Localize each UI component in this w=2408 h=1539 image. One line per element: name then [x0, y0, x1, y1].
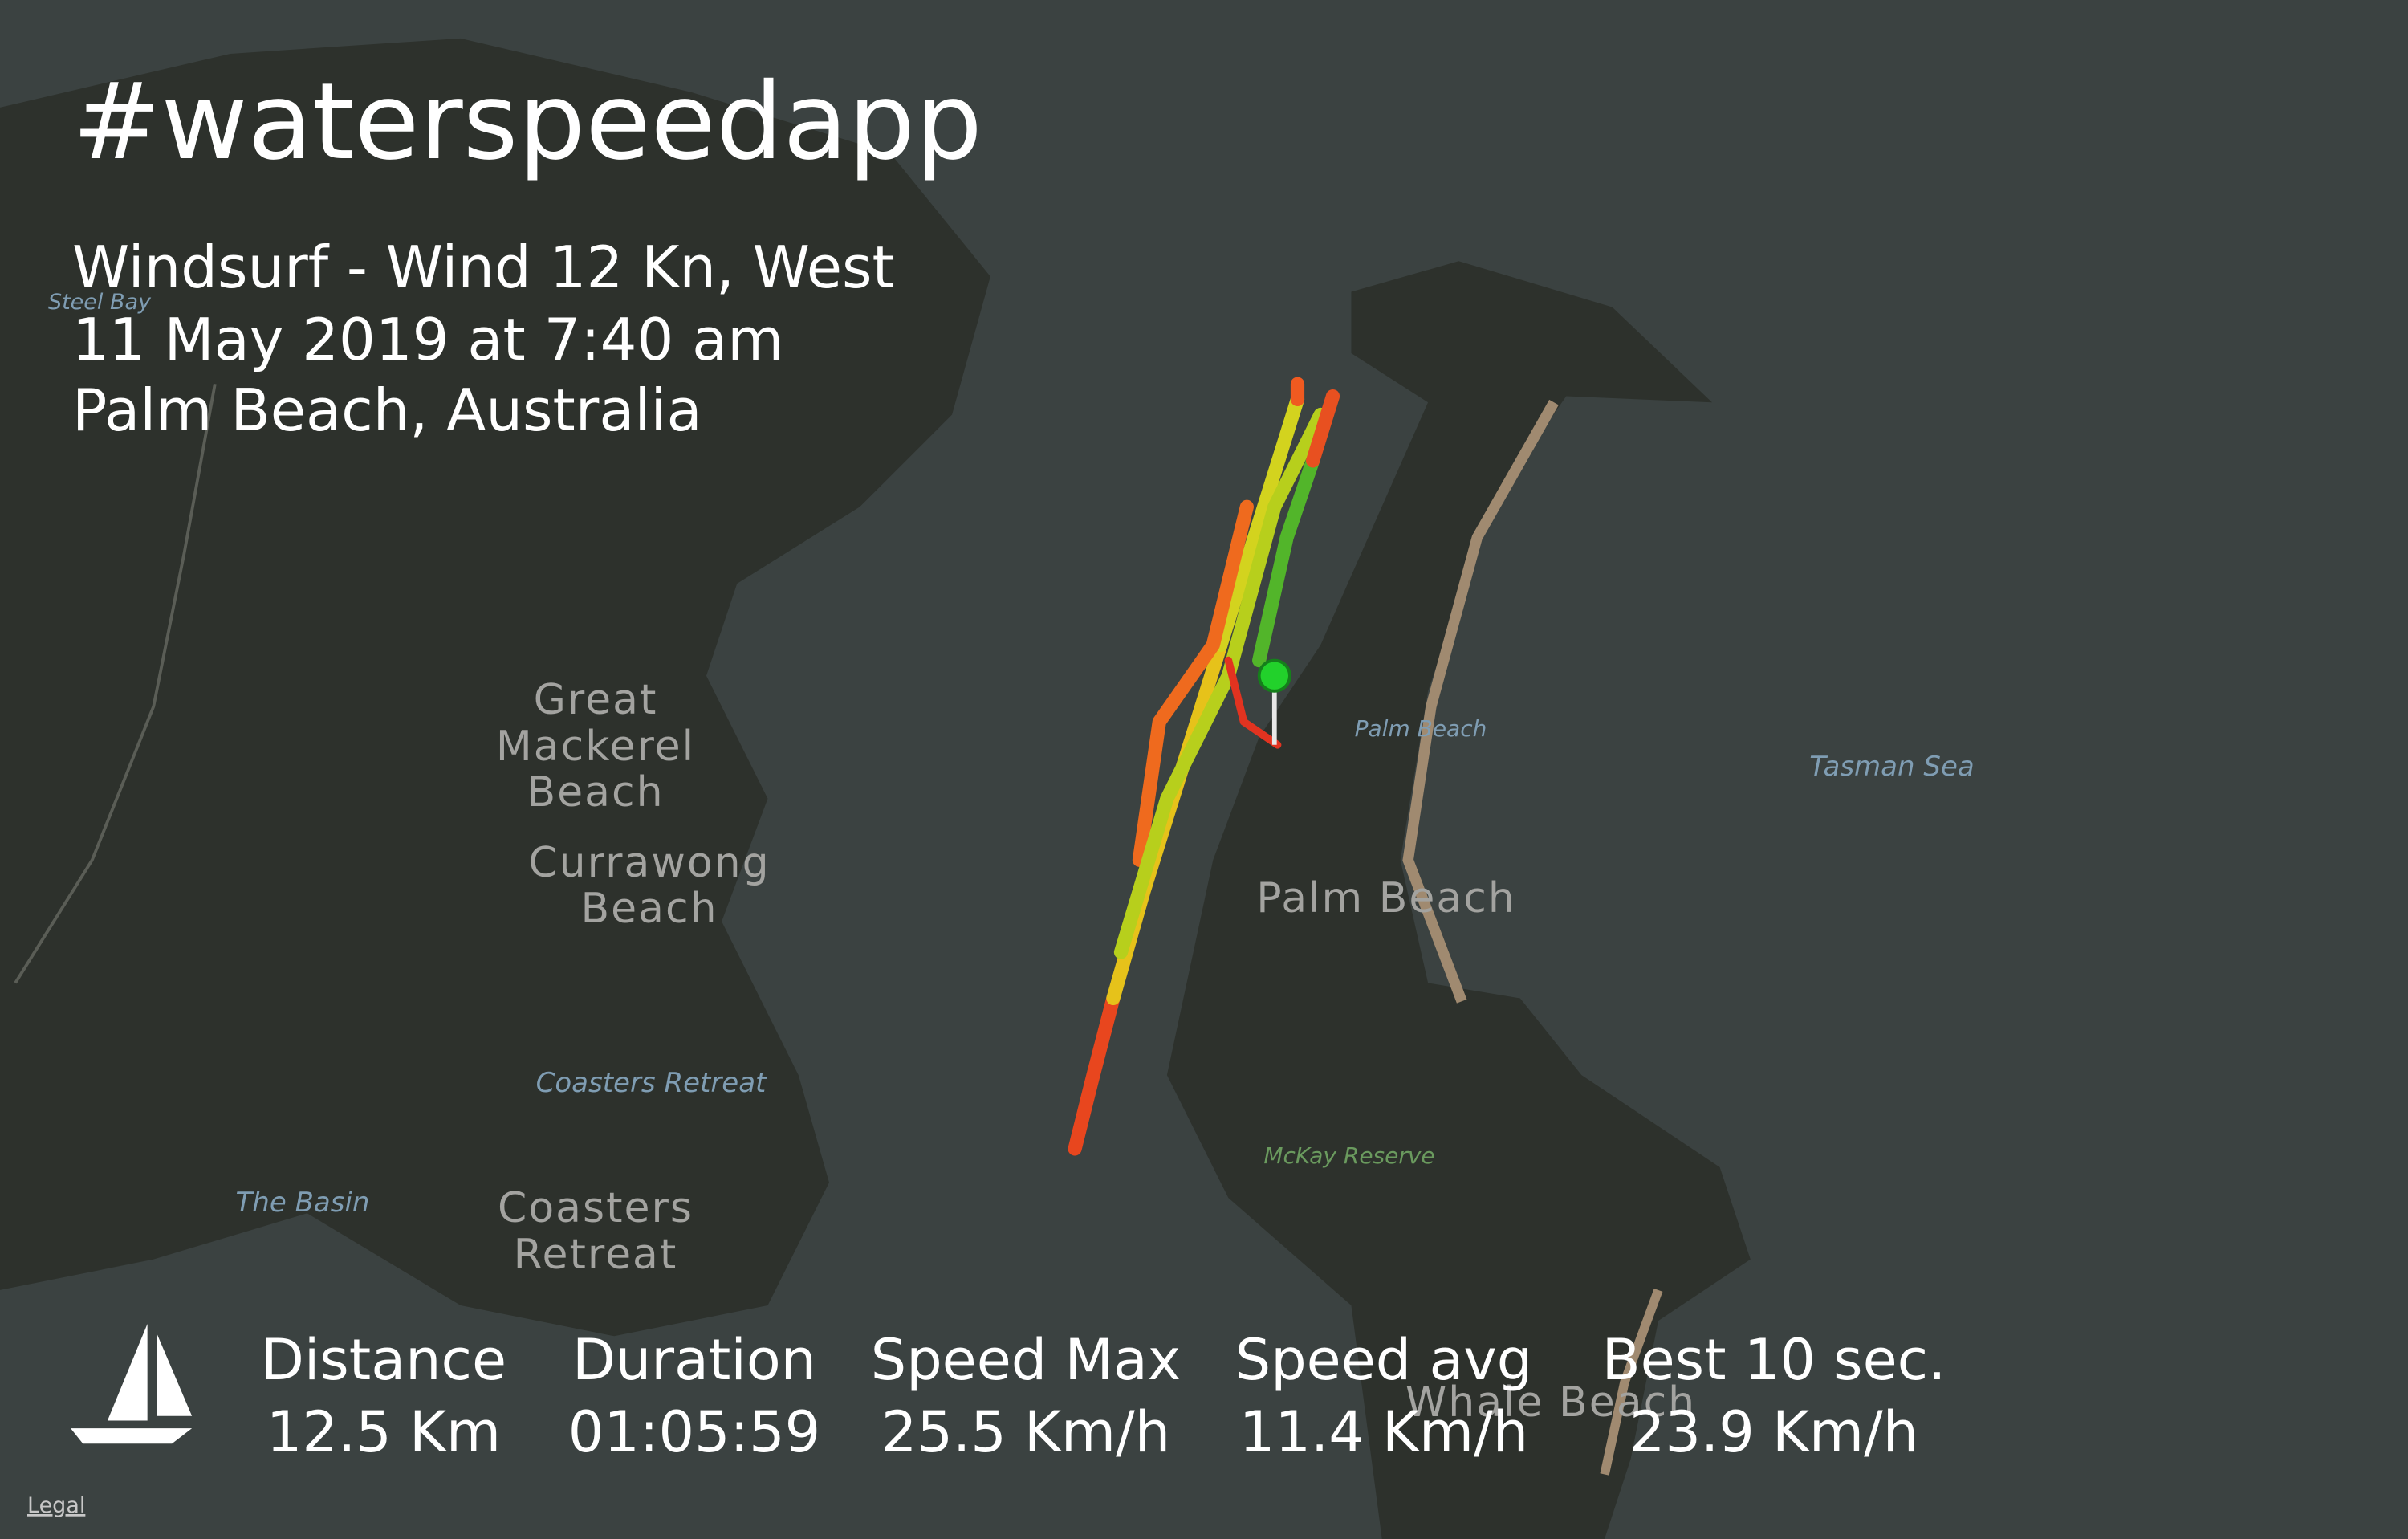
beach-sand [1600, 1288, 1663, 1476]
stat-value: 01:05:59 [568, 1399, 820, 1465]
stat-label: Best 10 sec. [1602, 1327, 1946, 1393]
track [1068, 377, 1340, 1156]
map-label: Currawong [528, 839, 770, 887]
map-label: Whale Beach [1405, 1378, 1696, 1427]
track-segment [1306, 389, 1340, 468]
subtitle: Windsurf - Wind 12 Kn, West [72, 234, 895, 301]
track-segment [1252, 454, 1320, 668]
stat-value: 11.4 Km/h [1239, 1399, 1528, 1465]
road [14, 383, 217, 984]
map-label: Palm Beach [1256, 874, 1516, 922]
stat-label: Distance [261, 1327, 506, 1393]
track-segment [1224, 656, 1282, 749]
track-segment [1214, 392, 1305, 653]
subtitle: Palm Beach, Australia [72, 377, 702, 444]
title: #waterspeedapp [72, 60, 982, 184]
map-label: The Basin [236, 1187, 370, 1219]
stat-label: Speed avg [1235, 1327, 1532, 1393]
track-segment [1132, 499, 1254, 867]
track-segment [1068, 991, 1121, 1156]
hull [70, 1428, 193, 1444]
map-label: Beach [580, 885, 718, 933]
map-label: Coasters [498, 1184, 694, 1232]
map-label: Great [534, 676, 658, 724]
map-label: Beach [527, 768, 664, 816]
legal-link[interactable]: Legal [27, 1493, 85, 1518]
map-label: Palm Beach [1355, 715, 1487, 742]
pin-head [1257, 658, 1291, 693]
map-label: Tasman Sea [1809, 751, 1974, 783]
west-land [0, 38, 990, 1337]
subtitle: 11 May 2019 at 7:40 am [72, 306, 783, 373]
map-label: Mackerel [496, 723, 695, 771]
stat-value: 12.5 Km [266, 1399, 501, 1465]
stat-label: Duration [572, 1327, 816, 1393]
map-shapes [0, 38, 1751, 1539]
stat-value: 25.5 Km/h [881, 1399, 1170, 1465]
sail [157, 1333, 193, 1416]
stat-label: Speed Max [871, 1327, 1181, 1393]
map-label: McKay Reserve [1263, 1142, 1434, 1169]
map-label: Steel Bay [48, 290, 152, 315]
palm-beach-land [1166, 261, 1751, 1539]
map-label: Coasters Retreat [536, 1067, 767, 1099]
beach-sand [1402, 399, 1559, 1004]
map-label: Retreat [514, 1231, 678, 1279]
stat-value: 23.9 Km/h [1629, 1399, 1918, 1465]
